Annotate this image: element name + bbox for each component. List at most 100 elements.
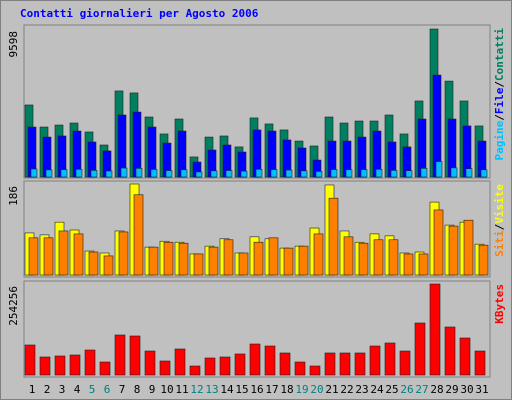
y-tick-label: 9598 (7, 31, 20, 58)
y-tick-label: 186 (7, 186, 20, 206)
bar (129, 335, 141, 376)
bar (298, 245, 309, 276)
bar (345, 169, 353, 178)
legend-separator: / (493, 81, 506, 88)
bar (219, 356, 231, 376)
bar (43, 237, 54, 276)
bar (69, 354, 81, 376)
bar (174, 348, 186, 376)
bar (234, 353, 246, 376)
bar (294, 361, 306, 376)
legend-separator: / (493, 223, 506, 230)
x-tick-label: 11 (175, 383, 188, 396)
x-tick-label: 12 (190, 383, 203, 396)
bar (75, 168, 83, 178)
legend-entry: KBytes (493, 284, 506, 324)
bar (117, 114, 127, 178)
bar (223, 239, 234, 276)
bar (240, 170, 248, 178)
bar (210, 170, 218, 178)
x-tick-label: 5 (89, 383, 96, 396)
bar (474, 350, 486, 376)
bar (448, 225, 459, 276)
bar (433, 209, 444, 276)
bar (450, 167, 458, 178)
x-tick-label: 16 (250, 383, 263, 396)
bar (330, 169, 338, 178)
bar (435, 161, 443, 178)
bar (300, 170, 308, 178)
bar (388, 239, 399, 276)
bar (159, 360, 171, 376)
bar (384, 342, 396, 376)
x-tick-label: 10 (160, 383, 173, 396)
bar (133, 194, 144, 276)
bar (418, 253, 429, 276)
x-tick-label: 14 (220, 383, 234, 396)
bar (390, 170, 398, 178)
x-tick-label: 19 (295, 383, 308, 396)
bar (180, 169, 188, 178)
bar (45, 169, 53, 178)
x-tick-label: 21 (325, 383, 338, 396)
x-tick-label: 4 (74, 383, 81, 396)
x-tick-label: 9 (149, 383, 156, 396)
bar (459, 337, 471, 376)
bar (249, 343, 261, 376)
x-tick-label: 17 (265, 383, 278, 396)
bar (193, 253, 204, 276)
bar (429, 283, 441, 376)
bar (253, 241, 264, 276)
bar (403, 253, 414, 276)
x-tick-label: 27 (415, 383, 428, 396)
bar (30, 168, 38, 178)
bar (90, 170, 98, 178)
legend-entry: Visite (493, 184, 506, 224)
bar (478, 244, 489, 276)
x-tick-label: 24 (370, 383, 384, 396)
x-tick-label: 29 (445, 383, 458, 396)
bar (283, 247, 294, 276)
x-tick-label: 3 (59, 383, 66, 396)
bar (279, 352, 291, 376)
bar (405, 170, 413, 178)
bar (132, 111, 142, 178)
bar (309, 365, 321, 376)
bar (238, 252, 249, 276)
bar (315, 171, 323, 178)
bar (114, 334, 126, 376)
legend-entry: Contatti (493, 28, 506, 81)
bar (148, 246, 159, 276)
bar (324, 352, 336, 376)
bar (208, 246, 219, 276)
bar (369, 345, 381, 376)
x-tick-label: 8 (134, 383, 141, 396)
bar (105, 170, 113, 178)
y-tick-label: 254256 (7, 286, 20, 326)
x-tick-label: 1 (29, 383, 36, 396)
bar (28, 237, 39, 276)
bar (313, 233, 324, 276)
bar (354, 352, 366, 376)
bar (375, 168, 383, 178)
x-tick-label: 20 (310, 383, 323, 396)
bar (103, 255, 114, 276)
bar (163, 241, 174, 276)
bar (195, 171, 203, 178)
x-tick-label: 15 (235, 383, 248, 396)
bar (73, 233, 84, 276)
x-tick-label: 22 (340, 383, 353, 396)
bar (255, 168, 263, 178)
bar (358, 242, 369, 276)
bar (60, 169, 68, 178)
bar (264, 345, 276, 376)
bar (144, 350, 156, 376)
bar (54, 355, 66, 376)
bar (39, 356, 51, 376)
legend-separator: / (493, 114, 506, 121)
legend-entry: Siti (493, 230, 506, 257)
bar (373, 239, 384, 276)
bar (165, 170, 173, 178)
bar (150, 169, 158, 178)
